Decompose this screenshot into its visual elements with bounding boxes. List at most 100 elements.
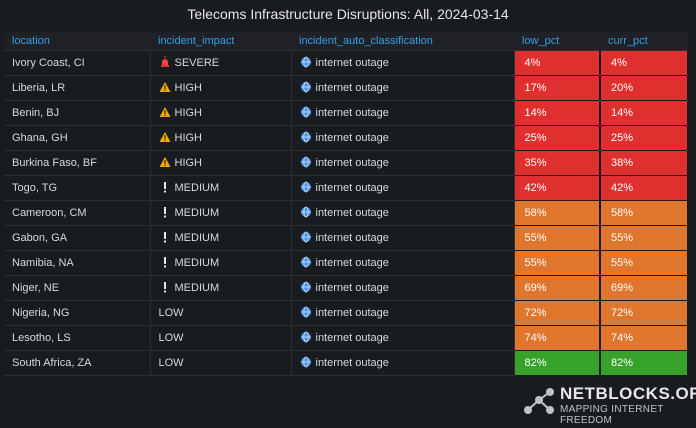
icon — [300, 231, 314, 246]
logo-icon — [524, 388, 554, 414]
cell-text: LOW — [158, 357, 184, 369]
table-cell: Benin, BJ — [4, 100, 151, 126]
cell-text: South Africa, ZA — [12, 357, 92, 369]
table-cell: 55% — [514, 250, 601, 276]
table-cell: Burkina Faso, BF — [4, 150, 151, 176]
cell-text: HIGH — [174, 81, 203, 94]
table-cell: Liberia, LR — [4, 75, 151, 101]
table-cell: Gabon, GA — [4, 225, 151, 251]
table-cell: MEDIUM — [150, 225, 292, 251]
table-cell: Ivory Coast, CI — [4, 50, 151, 76]
cell-text: 55% — [611, 232, 634, 244]
table-cell: internet outage — [291, 150, 515, 176]
table-cell: 72% — [514, 300, 601, 326]
cell-text: Benin, BJ — [12, 107, 60, 119]
cell-text: 42% — [611, 182, 634, 194]
cell-text: MEDIUM — [174, 206, 220, 219]
cell-text: internet outage — [315, 131, 389, 144]
table-cell: internet outage — [291, 100, 515, 126]
cell-text: Nigeria, NG — [12, 307, 70, 319]
icon — [159, 206, 173, 221]
icon — [300, 281, 314, 296]
cell-text: MEDIUM — [174, 256, 220, 269]
table-cell: 42% — [514, 175, 601, 201]
cell-text: Namibia, NA — [12, 257, 74, 269]
table-row: Liberia, LR HIGH internet outage 17% 20% — [4, 75, 689, 101]
icon — [159, 231, 173, 246]
cell-text: internet outage — [315, 81, 389, 94]
table-cell: HIGH — [150, 100, 292, 126]
table-cell: MEDIUM — [150, 250, 292, 276]
table-cell: Ghana, GH — [4, 125, 151, 151]
icon — [159, 55, 173, 71]
table-cell: 20% — [600, 75, 689, 101]
cell-text: 25% — [524, 132, 547, 144]
table-cell: 74% — [514, 325, 601, 351]
column-header: location — [4, 31, 150, 51]
table-cell: internet outage — [291, 275, 515, 301]
logo: NETBLOCKS.ORG MAPPING INTERNET FREEDOM — [522, 384, 696, 426]
cell-text: MEDIUM — [174, 281, 220, 294]
table-row: Nigeria, NG LOW internet outage 72% 72% — [4, 300, 689, 326]
cell-text: internet outage — [315, 281, 389, 294]
icon — [300, 356, 314, 371]
cell-text: Burkina Faso, BF — [12, 157, 97, 169]
table-cell: MEDIUM — [150, 275, 292, 301]
cell-text: LOW — [158, 307, 184, 319]
cell-text: MEDIUM — [174, 181, 220, 194]
table-cell: 4% — [514, 50, 601, 76]
icon — [300, 306, 314, 321]
cell-text: 69% — [524, 282, 547, 294]
cell-text: Gabon, GA — [12, 232, 68, 244]
cell-text: 58% — [611, 207, 634, 219]
icon — [159, 156, 173, 171]
icon — [300, 181, 314, 196]
cell-text: Cameroon, CM — [12, 207, 87, 219]
table-cell: 35% — [514, 150, 601, 176]
cell-text: internet outage — [315, 106, 389, 119]
cell-text: internet outage — [315, 206, 389, 219]
icon — [159, 256, 173, 271]
table-cell: 25% — [514, 125, 601, 151]
table-cell: MEDIUM — [150, 200, 292, 226]
table-cell: LOW — [150, 300, 292, 326]
icon — [159, 106, 173, 121]
cell-text: internet outage — [315, 356, 389, 369]
table-cell: 82% — [600, 350, 689, 376]
cell-text: 69% — [611, 282, 634, 294]
table-cell: internet outage — [291, 175, 515, 201]
cell-text: 82% — [524, 357, 547, 369]
column-header: incident_impact — [150, 31, 291, 51]
cell-text: HIGH — [174, 131, 203, 144]
table-cell: Nigeria, NG — [4, 300, 151, 326]
table-cell: internet outage — [291, 125, 515, 151]
icon — [300, 206, 314, 221]
table-cell: 55% — [600, 225, 689, 251]
table-cell: MEDIUM — [150, 175, 292, 201]
table-row: Niger, NE MEDIUM internet outage 69% 69% — [4, 275, 689, 301]
cell-text: 55% — [524, 232, 547, 244]
cell-text: 38% — [611, 157, 634, 169]
table-cell: internet outage — [291, 350, 515, 376]
title: Telecoms Infrastructure Disruptions: All… — [187, 6, 509, 22]
table-row: South Africa, ZA LOW internet outage 82% 82% — [4, 350, 689, 376]
table-cell: internet outage — [291, 50, 515, 76]
table-cell: Lesotho, LS — [4, 325, 151, 351]
cell-text: 55% — [524, 257, 547, 269]
cell-text: Ghana, GH — [12, 132, 68, 144]
cell-text: 74% — [524, 332, 547, 344]
cell-text: 55% — [611, 257, 634, 269]
header-row: location incident_impact incident_auto_cla… — [4, 31, 688, 51]
cell-text: 82% — [611, 357, 634, 369]
column-header: curr_pct — [600, 31, 688, 51]
table-cell: internet outage — [291, 325, 515, 351]
table-row: Gabon, GA MEDIUM internet outage 55% 55% — [4, 225, 689, 251]
table-row: Lesotho, LS LOW internet outage 74% 74% — [4, 325, 689, 351]
cell-text: 4% — [611, 57, 627, 69]
cell-text: 74% — [611, 332, 634, 344]
table-cell: 17% — [514, 75, 601, 101]
table-row: Ivory Coast, CI SEVERE internet outage 4% 4% — [4, 50, 689, 76]
cell-text: internet outage — [315, 231, 389, 244]
table-cell: internet outage — [291, 300, 515, 326]
